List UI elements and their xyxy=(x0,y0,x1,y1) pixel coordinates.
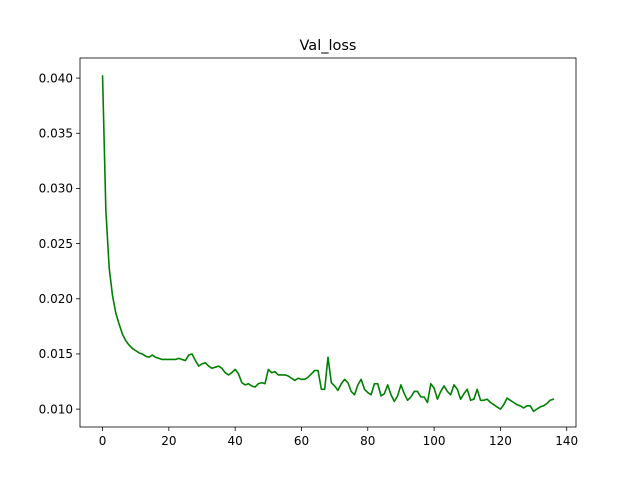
plot-area-frame xyxy=(79,57,577,428)
y-tick-label: 0.040 xyxy=(39,71,73,85)
x-axis: 0 20 40 60 80 100 120 140 xyxy=(99,427,578,448)
y-tick-label: 0.015 xyxy=(39,347,73,361)
x-tick-label: 140 xyxy=(555,434,578,448)
series-line-0 xyxy=(101,75,555,413)
series-layer xyxy=(101,75,555,413)
x-tick-label: 120 xyxy=(489,434,512,448)
chart-title: Val_loss xyxy=(300,38,357,54)
x-tick-label: 60 xyxy=(294,434,309,448)
x-tick-label: 100 xyxy=(423,434,446,448)
x-tick-label: 0 xyxy=(99,434,107,448)
y-tick-label: 0.025 xyxy=(39,237,73,251)
y-tick-label: 0.010 xyxy=(39,402,73,416)
y-axis: 0.010 0.015 0.020 0.025 0.030 0.035 0.040 xyxy=(39,71,80,416)
y-tick-label: 0.030 xyxy=(39,182,73,196)
y-tick-label: 0.035 xyxy=(39,126,73,140)
x-tick-label: 20 xyxy=(161,434,176,448)
y-tick-label: 0.020 xyxy=(39,292,73,306)
x-tick-label: 80 xyxy=(360,434,375,448)
x-tick-label: 40 xyxy=(228,434,243,448)
